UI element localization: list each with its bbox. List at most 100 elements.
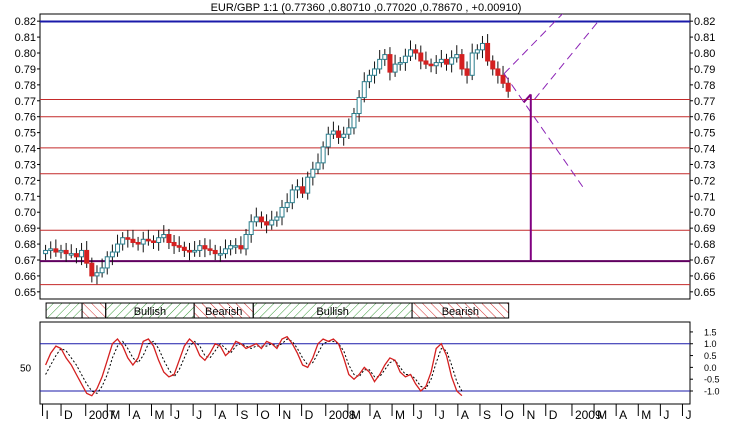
- x-tick-label: J: [174, 408, 180, 422]
- x-tick-label: S: [240, 408, 248, 422]
- candle: [408, 49, 414, 57]
- candle: [443, 58, 449, 65]
- candle: [207, 248, 213, 251]
- candle: [336, 130, 342, 138]
- candle: [130, 238, 136, 243]
- candle: [217, 253, 223, 256]
- band-label: Bearish: [442, 306, 479, 318]
- candle: [464, 68, 470, 76]
- band-label: Bullish: [134, 306, 166, 318]
- osc-tick-label: -0.5: [704, 375, 720, 385]
- y-tick-label: 0.78: [15, 80, 36, 92]
- osc-fast-line: [45, 335, 463, 397]
- candle: [274, 216, 280, 221]
- candle: [156, 237, 162, 243]
- candle: [402, 55, 408, 64]
- candle: [125, 237, 131, 240]
- y-tick-label: 0.79: [694, 64, 715, 76]
- y-tick-label: 0.82: [15, 16, 36, 28]
- channel-line: [503, 14, 564, 75]
- candle: [264, 221, 270, 226]
- candle: [84, 249, 90, 264]
- candle: [197, 245, 203, 251]
- candle: [279, 206, 285, 218]
- candle: [449, 57, 455, 65]
- candle: [392, 63, 398, 73]
- candle: [248, 221, 254, 236]
- candle: [99, 267, 105, 274]
- candle: [58, 249, 64, 253]
- candle: [109, 251, 115, 258]
- y-tick-label: 0.73: [694, 159, 715, 171]
- candle: [120, 237, 126, 245]
- candle: [135, 241, 141, 245]
- candle: [186, 249, 192, 253]
- y-tick-label: 0.65: [15, 287, 36, 299]
- x-tick-label: A: [218, 408, 226, 422]
- candle: [356, 97, 362, 115]
- candle: [418, 52, 424, 62]
- x-tick-label: J: [663, 408, 669, 422]
- candle: [490, 60, 496, 70]
- x-tick-label: J: [196, 408, 202, 422]
- chart-title: EUR/GBP 1:1 (0.77360 ,0.80710 ,0.77020 ,…: [211, 2, 522, 14]
- candle: [243, 234, 249, 250]
- y-tick-label: 0.80: [694, 48, 715, 60]
- x-tick-label: S: [483, 408, 491, 422]
- candle: [238, 245, 244, 250]
- x-tick-label: 2009: [575, 408, 602, 422]
- x-tick-label: M: [395, 408, 405, 422]
- y-axis-right: 0.82 0.81 0.80 0.79 0.78 0.77 0.76 0.75 0.74 0.73…: [690, 16, 715, 299]
- candle: [505, 82, 511, 92]
- channel-line: [533, 21, 599, 100]
- candle: [382, 54, 388, 60]
- candle: [73, 253, 79, 258]
- candle: [330, 130, 336, 135]
- candle: [485, 42, 491, 62]
- candle: [68, 253, 74, 256]
- candle: [469, 52, 475, 76]
- x-tick-label: O: [505, 408, 514, 422]
- y-tick-label: 0.68: [694, 239, 715, 251]
- x-tick-label: D: [64, 408, 73, 422]
- y-tick-label: 0.67: [694, 255, 715, 267]
- candle: [474, 49, 480, 54]
- candle: [63, 249, 69, 255]
- candle: [53, 248, 59, 253]
- candle: [115, 243, 121, 253]
- y-tick-label: 0.67: [15, 255, 36, 267]
- x-tick-label: J: [685, 408, 691, 422]
- y-tick-label: 0.78: [694, 80, 715, 92]
- candle: [151, 240, 157, 243]
- osc-tick-label: 0.5: [704, 351, 717, 361]
- candle: [181, 246, 187, 251]
- candle: [104, 256, 110, 269]
- candles: [43, 34, 511, 285]
- y-tick-label: 0.75: [15, 128, 36, 140]
- oscillator-axis: 1.5 1.0 0.5 0.0 -0.5 -1.0 50: [20, 327, 720, 396]
- candle: [351, 113, 357, 129]
- oscillator-panel: [39, 321, 691, 405]
- candle: [305, 176, 311, 194]
- y-tick-label: 0.70: [15, 207, 36, 219]
- candle: [372, 68, 378, 76]
- candle: [366, 74, 372, 83]
- candle: [310, 168, 316, 178]
- y-tick-label: 0.72: [694, 175, 715, 187]
- x-tick-label: A: [132, 408, 140, 422]
- candle: [176, 245, 182, 248]
- y-tick-label: 0.82: [694, 16, 715, 28]
- candle: [459, 54, 465, 70]
- x-tick-label: D: [549, 408, 558, 422]
- oscillator: [40, 335, 690, 397]
- x-tick-label: M: [110, 408, 120, 422]
- y-tick-label: 0.76: [694, 112, 715, 124]
- candle: [43, 249, 49, 255]
- y-tick-label: 0.77: [694, 96, 715, 108]
- candle: [428, 63, 434, 67]
- candle: [346, 127, 352, 135]
- y-tick-label: 0.66: [15, 271, 36, 283]
- x-tick-label: J: [417, 408, 423, 422]
